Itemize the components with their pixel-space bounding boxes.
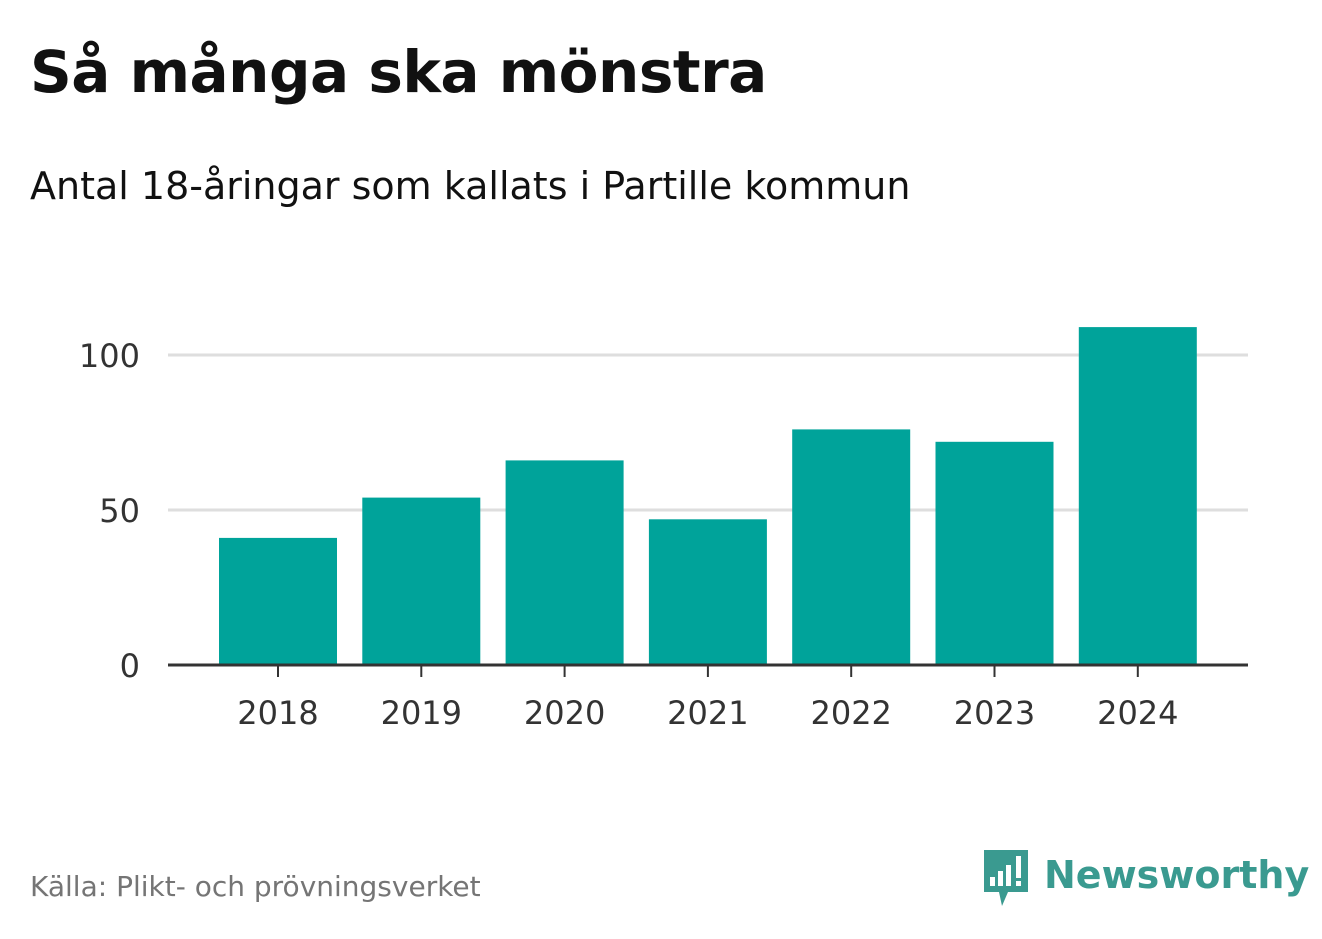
bar-2019	[362, 497, 481, 665]
brand-logo: Newsworthy	[982, 848, 1309, 910]
source-note: Källa: Plikt- och prövningsverket	[30, 870, 481, 903]
x-tick-label: 2024	[1097, 694, 1178, 732]
x-tick-label: 2020	[524, 694, 605, 732]
x-tick-label: 2019	[381, 694, 462, 732]
y-tick-label: 0	[120, 647, 140, 685]
bar-2024	[1078, 327, 1197, 665]
x-tick-label: 2022	[810, 694, 891, 732]
y-tick-label: 100	[79, 337, 140, 375]
bar-2021	[648, 519, 767, 665]
x-tick-label: 2018	[237, 694, 318, 732]
newsworthy-logo-icon	[984, 850, 1028, 906]
bar-2018	[219, 537, 337, 665]
bar-2023	[935, 441, 1054, 665]
x-tick-label: 2021	[667, 694, 748, 732]
brand-name: Newsworthy	[1044, 853, 1310, 897]
chart-title: Så många ska mönstra	[30, 38, 767, 106]
bar-2020	[505, 460, 624, 665]
bar-chart: 0 50 100 2018 2019 2020 2021 2022 2023 2024	[79, 327, 1248, 732]
y-tick-label: 50	[99, 492, 140, 530]
bar-2022	[792, 429, 911, 665]
chart-subtitle: Antal 18-åringar som kallats i Partille …	[30, 164, 911, 208]
x-tick-label: 2023	[954, 694, 1035, 732]
